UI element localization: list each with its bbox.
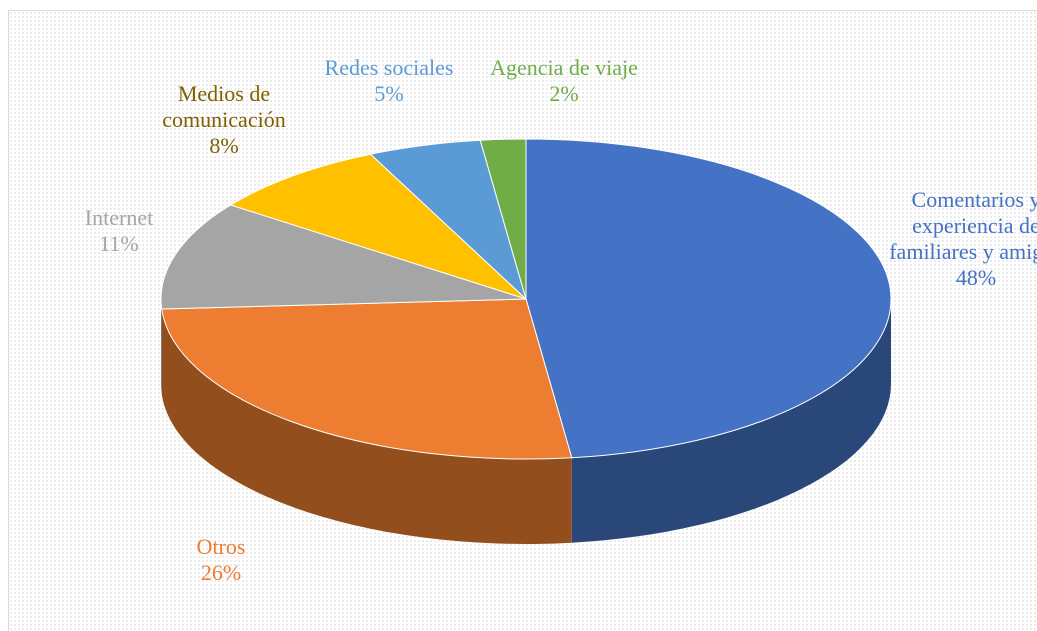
data-label: Comentarios y experiencia de familiares … bbox=[881, 187, 1037, 291]
category-label: Agencia de viaje bbox=[490, 55, 638, 80]
data-label: Medios de comunicación 8% bbox=[124, 81, 324, 159]
value-label: 48% bbox=[955, 265, 997, 290]
value-label: 5% bbox=[374, 81, 404, 106]
value-label: 8% bbox=[209, 133, 239, 158]
pie-side bbox=[161, 299, 162, 395]
category-label: Medios de comunicación bbox=[162, 81, 286, 132]
data-label: Agencia de viaje 2% bbox=[474, 55, 654, 107]
category-label: Comentarios y experiencia de familiares … bbox=[889, 187, 1037, 264]
pie-slice bbox=[525, 138, 892, 459]
category-label: Otros bbox=[196, 534, 246, 559]
value-label: 2% bbox=[549, 81, 579, 106]
data-label: Redes sociales 5% bbox=[299, 55, 479, 107]
pie-slice bbox=[229, 153, 527, 300]
data-label: Internet 11% bbox=[54, 205, 184, 257]
chart-area: Comentarios y experiencia de familiares … bbox=[8, 10, 1037, 631]
chart bbox=[160, 138, 892, 544]
pie-side bbox=[571, 299, 891, 543]
category-label: Redes sociales bbox=[324, 55, 454, 80]
pie-side bbox=[161, 309, 572, 544]
data-label: Otros 26% bbox=[141, 534, 301, 586]
pie-slice bbox=[160, 204, 527, 310]
value-label: 26% bbox=[200, 560, 242, 585]
value-label: 11% bbox=[99, 231, 139, 256]
pie-slice bbox=[161, 298, 573, 460]
pie-slice bbox=[479, 138, 527, 300]
category-label: Internet bbox=[84, 205, 154, 230]
